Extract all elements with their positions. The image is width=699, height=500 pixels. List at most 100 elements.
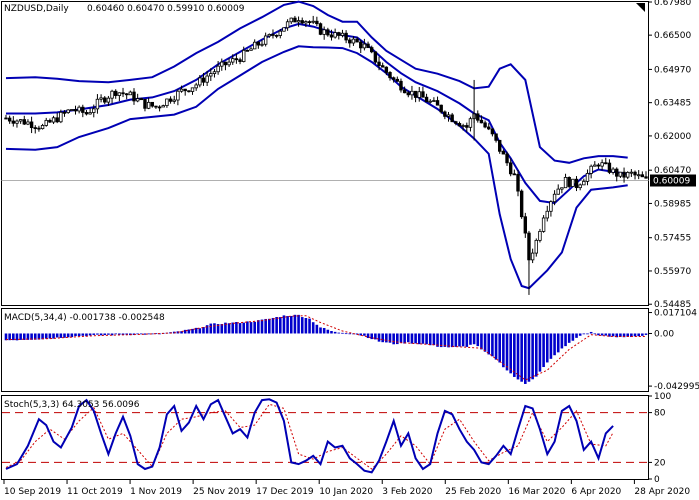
candle-body bbox=[417, 91, 421, 98]
macd-bar bbox=[33, 333, 37, 340]
candle-body bbox=[439, 104, 443, 113]
macd-bar bbox=[531, 333, 534, 380]
macd-bar bbox=[615, 333, 619, 338]
x-tick-label: 3 Feb 2020 bbox=[382, 487, 433, 497]
y-tick-label: -0.042995 bbox=[654, 382, 699, 392]
macd-bar bbox=[293, 314, 297, 334]
macd-bar bbox=[600, 333, 604, 336]
y-tick-label: 0.67980 bbox=[654, 0, 691, 8]
macd-bar bbox=[439, 333, 443, 348]
macd-bar bbox=[483, 333, 487, 352]
macd-bar bbox=[96, 333, 99, 335]
macd-bar bbox=[213, 323, 216, 334]
macd-bar bbox=[224, 322, 227, 334]
candle-body bbox=[454, 121, 458, 124]
candle-body bbox=[487, 126, 491, 130]
macd-bar bbox=[344, 333, 348, 335]
macd-bar bbox=[355, 333, 359, 335]
candle-body bbox=[157, 106, 162, 109]
macd-bar bbox=[524, 333, 527, 384]
macd-bar bbox=[520, 333, 523, 382]
candle-body bbox=[519, 190, 524, 218]
current-price-label: 0.60009 bbox=[653, 177, 690, 187]
candle-body bbox=[384, 66, 389, 73]
candle-body bbox=[315, 20, 319, 25]
candle-body bbox=[37, 127, 41, 130]
macd-bar bbox=[337, 332, 341, 334]
macd-bar bbox=[180, 331, 183, 334]
candle-body bbox=[124, 93, 129, 96]
macd-bar bbox=[330, 331, 333, 334]
macd-bar bbox=[388, 333, 392, 343]
candle-body bbox=[622, 171, 626, 178]
candle-body bbox=[326, 29, 330, 36]
macd-bar bbox=[44, 333, 48, 339]
candle-body bbox=[51, 117, 56, 123]
y-tick-label: 0.64970 bbox=[654, 65, 691, 75]
macd-bar bbox=[150, 333, 154, 335]
candle-body bbox=[238, 59, 242, 62]
x-tick-label: 10 Sep 2019 bbox=[4, 487, 61, 497]
candle-body bbox=[267, 34, 272, 37]
macd-bar bbox=[308, 318, 311, 334]
macd-bar bbox=[147, 333, 150, 335]
candle-body bbox=[29, 121, 34, 129]
macd-bar bbox=[15, 333, 19, 341]
macd-bar bbox=[260, 319, 264, 334]
macd-bar bbox=[12, 333, 15, 341]
macd-bar bbox=[59, 333, 63, 338]
macd-bar bbox=[641, 333, 644, 336]
macd-bar bbox=[121, 333, 125, 335]
macd-bar bbox=[264, 318, 267, 334]
candle-body bbox=[11, 120, 16, 124]
candle-body bbox=[432, 100, 436, 102]
candle-body bbox=[73, 109, 78, 112]
candle-body bbox=[168, 98, 173, 102]
candle-body bbox=[135, 98, 140, 102]
macd-bar bbox=[509, 333, 512, 374]
candle-body bbox=[22, 119, 26, 125]
candle-body bbox=[446, 114, 451, 117]
candle-body bbox=[59, 111, 63, 123]
symbol-label: NZDUSD,Daily bbox=[4, 4, 69, 14]
candle-body bbox=[589, 165, 593, 174]
x-tick-label: 28 Apr 2020 bbox=[634, 487, 690, 497]
candle-body bbox=[179, 88, 184, 92]
candle-body bbox=[501, 150, 506, 155]
candle-body bbox=[435, 100, 440, 106]
candle-body bbox=[282, 27, 286, 32]
macd-bar bbox=[242, 322, 246, 334]
candle-body bbox=[7, 117, 12, 122]
macd-bar bbox=[319, 327, 322, 334]
candle-body bbox=[359, 41, 363, 49]
candle-body bbox=[165, 98, 169, 106]
candle-body bbox=[70, 109, 74, 111]
candle-body bbox=[337, 32, 341, 36]
candle-body bbox=[296, 20, 301, 23]
macd-bar bbox=[187, 329, 191, 334]
candle-body bbox=[552, 193, 557, 203]
macd-bar bbox=[461, 333, 465, 347]
candle-body bbox=[370, 47, 374, 53]
candle-body bbox=[530, 252, 535, 261]
candle-body bbox=[285, 21, 290, 29]
candle-body bbox=[322, 29, 326, 35]
candle-body bbox=[154, 105, 158, 108]
candle-body bbox=[48, 119, 52, 123]
macd-bar bbox=[209, 323, 213, 334]
macd-bar bbox=[597, 333, 600, 336]
macd-bar bbox=[406, 333, 410, 343]
macd-panel bbox=[4, 314, 648, 384]
macd-bar bbox=[282, 315, 286, 334]
macd-bar bbox=[333, 331, 337, 334]
macd-bar bbox=[63, 333, 66, 338]
macd-bar bbox=[140, 333, 143, 335]
candle-body bbox=[329, 34, 334, 38]
macd-bar bbox=[414, 333, 417, 344]
macd-bar bbox=[300, 317, 304, 334]
macd-bar bbox=[622, 333, 626, 338]
macd-bar bbox=[81, 333, 85, 336]
macd-bar bbox=[586, 333, 589, 335]
macd-bar bbox=[513, 333, 516, 377]
macd-bar bbox=[37, 333, 41, 340]
